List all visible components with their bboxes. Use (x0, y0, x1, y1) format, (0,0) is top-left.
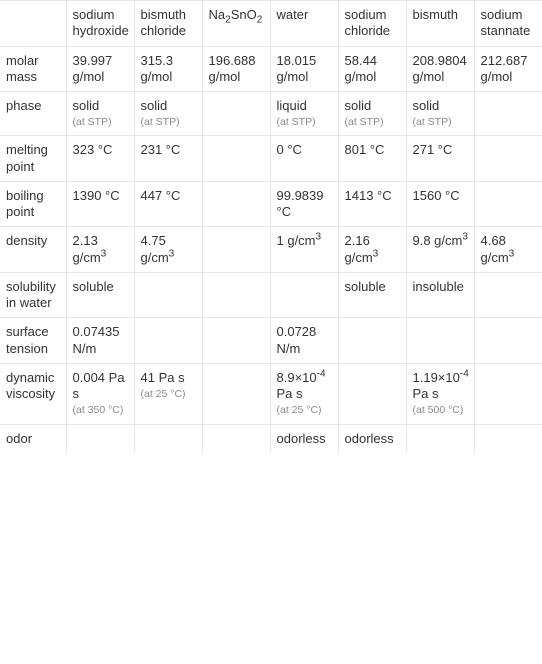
table-cell (406, 318, 474, 364)
column-header: Na2SnO2 (202, 1, 270, 47)
table-cell: 2.13 g/cm3 (66, 227, 134, 273)
column-header: water (270, 1, 338, 47)
table-cell: 212.687 g/mol (474, 46, 542, 92)
table-cell: 447 °C (134, 181, 202, 227)
table-cell (406, 424, 474, 453)
table-cell: 0.07435 N/m (66, 318, 134, 364)
table-cell: 58.44 g/mol (338, 46, 406, 92)
table-cell: 271 °C (406, 136, 474, 182)
table-row: melting point323 °C231 °C 0 °C801 °C271 °… (0, 136, 542, 182)
table-cell (202, 136, 270, 182)
table-cell: 323 °C (66, 136, 134, 182)
properties-table: sodium hydroxidebismuth chlorideNa2SnO2w… (0, 0, 542, 453)
table-cell: 8.9×10-4 Pa s(at 25 °C) (270, 363, 338, 424)
table-cell: 39.997 g/mol (66, 46, 134, 92)
table-cell: solid(at STP) (406, 92, 474, 136)
row-label: dynamic viscosity (0, 363, 66, 424)
row-label: solubility in water (0, 272, 66, 318)
table-cell (202, 92, 270, 136)
row-label: density (0, 227, 66, 273)
table-cell: 41 Pa s(at 25 °C) (134, 363, 202, 424)
table-row: surface tension0.07435 N/m 0.0728 N/m (0, 318, 542, 364)
table-cell (474, 272, 542, 318)
table-cell: 231 °C (134, 136, 202, 182)
table-cell: 1.19×10-4 Pa s(at 500 °C) (406, 363, 474, 424)
table-cell (202, 181, 270, 227)
table-cell (474, 363, 542, 424)
table-row: density2.13 g/cm34.75 g/cm3 1 g/cm32.16 g… (0, 227, 542, 273)
table-header-row: sodium hydroxidebismuth chlorideNa2SnO2w… (0, 1, 542, 47)
table-cell: odorless (338, 424, 406, 453)
column-header: bismuth chloride (134, 1, 202, 47)
table-row: dynamic viscosity0.004 Pa s(at 350 °C)41… (0, 363, 542, 424)
column-header: sodium chloride (338, 1, 406, 47)
table-cell: 2.16 g/cm3 (338, 227, 406, 273)
table-cell: soluble (338, 272, 406, 318)
table-cell: solid(at STP) (338, 92, 406, 136)
table-cell: 208.9804 g/mol (406, 46, 474, 92)
table-cell (134, 424, 202, 453)
header-empty (0, 1, 66, 47)
column-header: bismuth (406, 1, 474, 47)
table-cell: 0 °C (270, 136, 338, 182)
table-cell: 315.3 g/mol (134, 46, 202, 92)
table-cell: soluble (66, 272, 134, 318)
table-cell (134, 318, 202, 364)
row-label: odor (0, 424, 66, 453)
table-cell (474, 318, 542, 364)
table-cell (66, 424, 134, 453)
table-cell: odorless (270, 424, 338, 453)
table-cell: 801 °C (338, 136, 406, 182)
table-cell (270, 272, 338, 318)
table-cell: liquid(at STP) (270, 92, 338, 136)
table-row: solubility in watersolublesolubleinsolub… (0, 272, 542, 318)
table-cell (338, 318, 406, 364)
table-cell: 0.004 Pa s(at 350 °C) (66, 363, 134, 424)
table-cell (202, 318, 270, 364)
table-cell: insoluble (406, 272, 474, 318)
table-cell: 0.0728 N/m (270, 318, 338, 364)
table-row: molar mass39.997 g/mol315.3 g/mol196.688… (0, 46, 542, 92)
column-header: sodium stannate (474, 1, 542, 47)
table-cell: 1560 °C (406, 181, 474, 227)
table-cell (338, 363, 406, 424)
table-cell (474, 424, 542, 453)
table-cell: 1390 °C (66, 181, 134, 227)
table-cell (202, 424, 270, 453)
table-cell (134, 272, 202, 318)
row-label: molar mass (0, 46, 66, 92)
table-cell: 196.688 g/mol (202, 46, 270, 92)
table-cell: 99.9839 °C (270, 181, 338, 227)
table-row: odor odorlessodorless (0, 424, 542, 453)
table-cell (474, 181, 542, 227)
table-cell (474, 92, 542, 136)
table-cell (474, 136, 542, 182)
table-cell: 4.68 g/cm3 (474, 227, 542, 273)
table-row: boiling point1390 °C447 °C 99.9839 °C1413… (0, 181, 542, 227)
table-cell: solid(at STP) (134, 92, 202, 136)
row-label: surface tension (0, 318, 66, 364)
table-cell: 1413 °C (338, 181, 406, 227)
row-label: melting point (0, 136, 66, 182)
table-cell (202, 227, 270, 273)
table-cell: solid(at STP) (66, 92, 134, 136)
row-label: phase (0, 92, 66, 136)
row-label: boiling point (0, 181, 66, 227)
table-cell (202, 363, 270, 424)
table-row: phasesolid(at STP)solid(at STP)liquid(at… (0, 92, 542, 136)
table-cell: 18.015 g/mol (270, 46, 338, 92)
column-header: sodium hydroxide (66, 1, 134, 47)
table-cell: 9.8 g/cm3 (406, 227, 474, 273)
table-cell: 4.75 g/cm3 (134, 227, 202, 273)
table-cell (202, 272, 270, 318)
table-cell: 1 g/cm3 (270, 227, 338, 273)
